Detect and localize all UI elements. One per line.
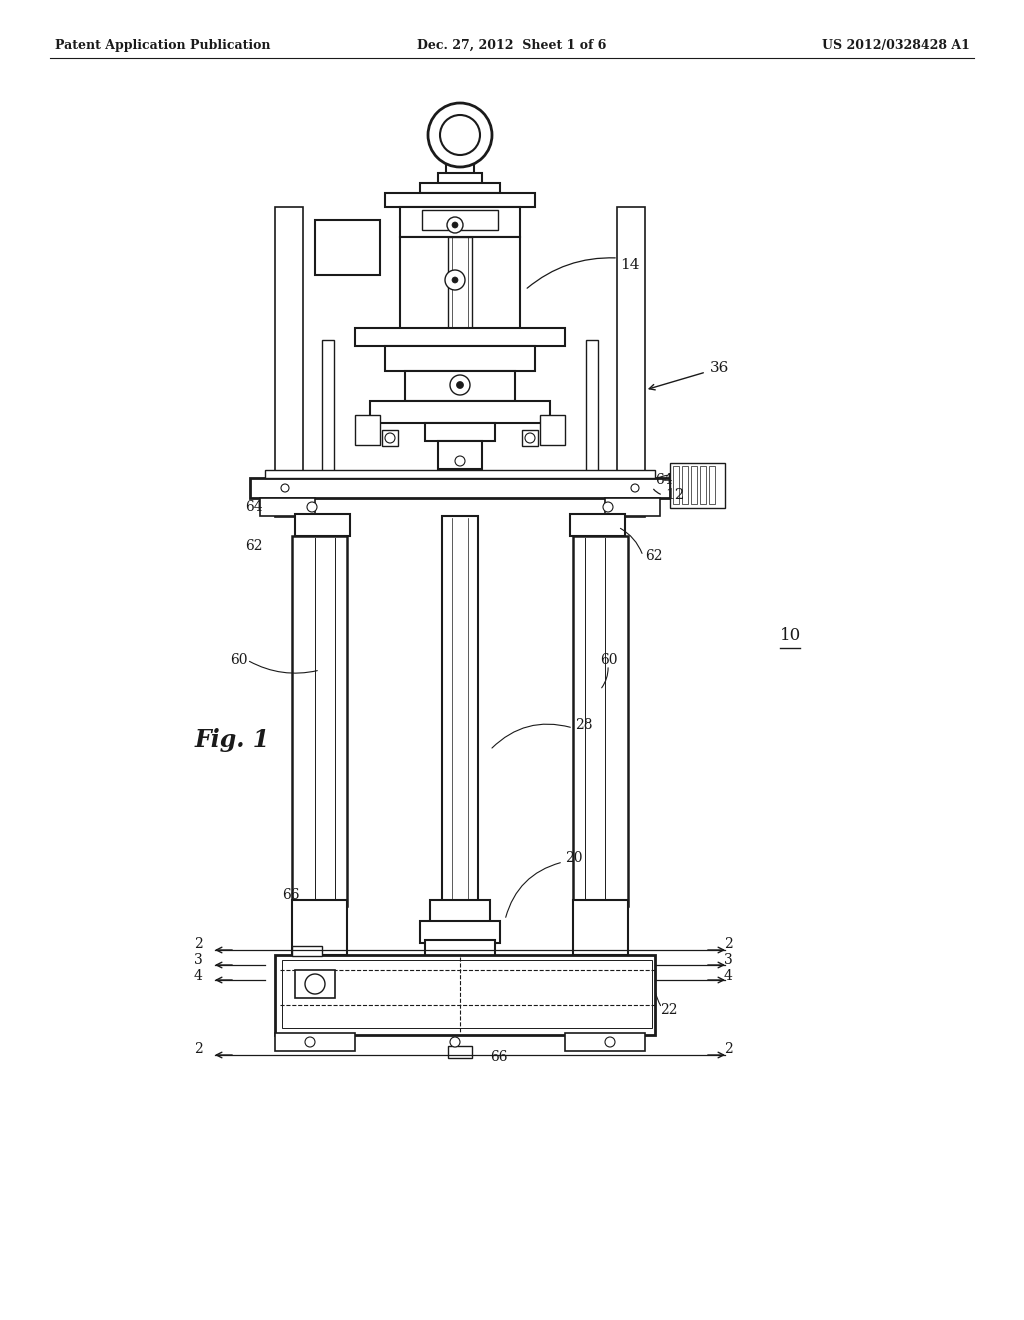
Bar [425, 940, 495, 960]
Bar [292, 536, 347, 906]
Text: 62: 62 [245, 539, 262, 553]
Text: 64: 64 [655, 473, 673, 487]
Text: 3: 3 [724, 953, 732, 968]
Bar [422, 210, 498, 230]
Bar [400, 207, 520, 238]
Bar [449, 1045, 472, 1059]
Bar [438, 441, 482, 469]
Circle shape [450, 1038, 460, 1047]
Text: 62: 62 [645, 549, 663, 564]
Circle shape [445, 271, 465, 290]
Text: 60: 60 [230, 653, 248, 667]
Text: 64: 64 [245, 500, 262, 513]
Bar [295, 513, 350, 536]
Circle shape [428, 103, 492, 168]
Bar [430, 900, 490, 925]
Text: 22: 22 [660, 1003, 678, 1016]
Circle shape [385, 433, 395, 444]
Bar [260, 498, 315, 516]
Bar [275, 1034, 355, 1051]
Circle shape [603, 502, 613, 512]
Circle shape [605, 1038, 615, 1047]
Text: 2: 2 [194, 937, 203, 950]
Circle shape [452, 277, 458, 282]
Bar [438, 173, 482, 185]
Bar [682, 466, 688, 504]
Text: Fig. 1: Fig. 1 [195, 729, 270, 752]
Text: 2: 2 [724, 1041, 732, 1056]
Circle shape [631, 484, 639, 492]
Text: 2: 2 [194, 1041, 203, 1056]
Bar [446, 154, 474, 176]
Bar [275, 207, 303, 517]
Bar [385, 193, 535, 207]
Bar [617, 207, 645, 517]
Circle shape [457, 381, 464, 388]
Text: 66: 66 [490, 1049, 508, 1064]
Bar [292, 900, 347, 954]
Circle shape [440, 115, 480, 154]
Text: 14: 14 [620, 257, 640, 272]
Bar [709, 466, 715, 504]
Bar [275, 954, 655, 1035]
Bar [382, 430, 398, 446]
Bar [425, 422, 495, 441]
Bar [295, 970, 335, 998]
Circle shape [525, 433, 535, 444]
Text: 36: 36 [710, 360, 729, 375]
Circle shape [450, 375, 470, 395]
Bar [670, 463, 725, 508]
Bar [282, 960, 652, 1028]
Text: 3: 3 [194, 953, 203, 968]
Bar [420, 183, 500, 193]
Bar [292, 946, 322, 956]
Bar [322, 341, 334, 475]
Text: 10: 10 [780, 627, 801, 644]
Bar [400, 238, 520, 337]
Text: 2: 2 [724, 937, 732, 950]
Circle shape [281, 484, 289, 492]
Bar [355, 414, 380, 445]
Circle shape [307, 502, 317, 512]
Text: 28: 28 [575, 718, 593, 733]
Circle shape [455, 455, 465, 466]
Bar [691, 466, 697, 504]
Bar [586, 341, 598, 475]
Circle shape [305, 1038, 315, 1047]
Bar [522, 430, 538, 446]
Circle shape [305, 974, 325, 994]
Text: 12: 12 [665, 488, 684, 502]
Bar [449, 238, 472, 333]
Bar [315, 220, 380, 275]
Bar [385, 346, 535, 371]
Bar [370, 401, 550, 422]
Bar [700, 466, 706, 504]
Bar [573, 900, 628, 954]
Text: Patent Application Publication: Patent Application Publication [55, 38, 270, 51]
Circle shape [452, 222, 458, 228]
Text: 4: 4 [194, 969, 203, 983]
Bar [250, 478, 670, 498]
Text: 66: 66 [282, 888, 299, 902]
Bar [605, 498, 660, 516]
Text: 60: 60 [600, 653, 617, 667]
Bar [540, 414, 565, 445]
Bar [406, 371, 515, 401]
Bar [355, 327, 565, 346]
Bar [673, 466, 679, 504]
Bar [570, 513, 625, 536]
Bar [265, 470, 655, 478]
Text: Dec. 27, 2012  Sheet 1 of 6: Dec. 27, 2012 Sheet 1 of 6 [418, 38, 606, 51]
Bar [420, 921, 500, 942]
Bar [565, 1034, 645, 1051]
Text: US 2012/0328428 A1: US 2012/0328428 A1 [822, 38, 970, 51]
Bar [442, 516, 478, 916]
Text: 4: 4 [724, 969, 732, 983]
Bar [573, 536, 628, 906]
Text: 20: 20 [565, 851, 583, 865]
Circle shape [447, 216, 463, 234]
